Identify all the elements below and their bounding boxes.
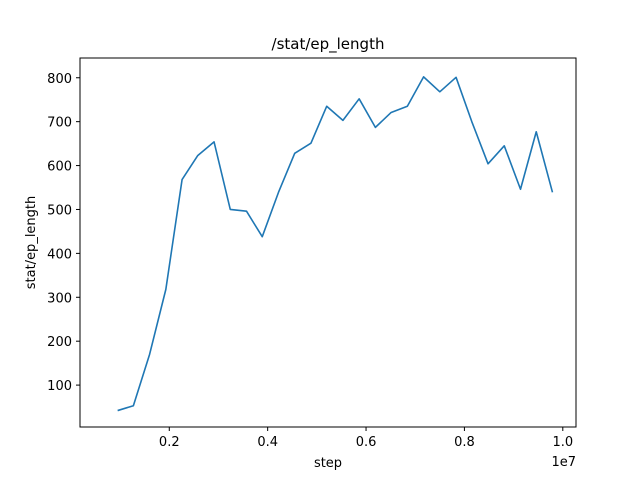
tick-layer: 0.2 0.4 0.6 0.8 1.0 100 200 300 400 500 600 700 800 — [47, 72, 573, 450]
y-tick-label: 500 — [47, 203, 72, 218]
chart-title: /stat/ep_length — [272, 35, 385, 54]
x-tick-label: 0.8 — [454, 435, 475, 450]
x-axis-label: step — [314, 456, 342, 471]
series-layer — [117, 76, 554, 412]
y-tick-label: 800 — [47, 72, 72, 87]
y-tick-label: 300 — [47, 291, 72, 306]
y-tick-label: 600 — [47, 160, 72, 175]
x-axis-offset-label: 1e7 — [551, 455, 576, 470]
y-tick-label: 400 — [47, 247, 72, 262]
y-tick-label: 700 — [47, 116, 72, 131]
x-tick-label: 0.4 — [257, 435, 278, 450]
x-tick-label: 1.0 — [552, 435, 573, 450]
plot-frame — [79, 57, 577, 428]
y-tick-label: 100 — [47, 379, 72, 394]
y-axis-label: stat/ep_length — [24, 196, 39, 290]
y-tick-label: 200 — [47, 335, 72, 350]
x-tick-label: 0.2 — [159, 435, 180, 450]
x-tick-label: 0.6 — [356, 435, 377, 450]
series-line — [117, 76, 554, 412]
